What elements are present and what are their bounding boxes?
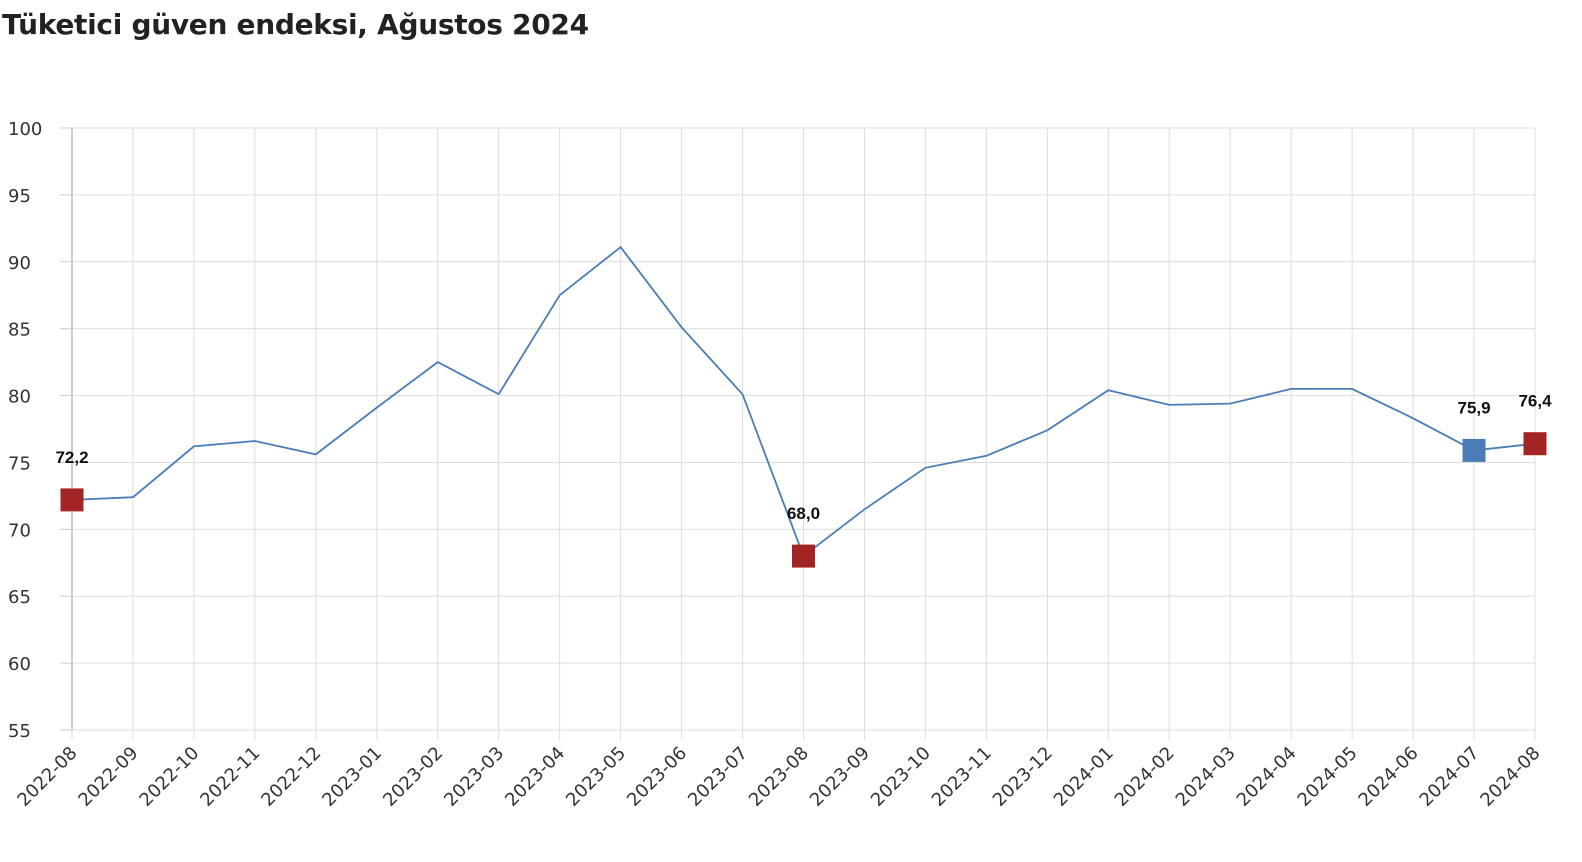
y-tick-label: 100	[8, 119, 42, 140]
x-tick-label: 2023-03	[440, 743, 508, 811]
x-tick-label: 2023-09	[806, 743, 874, 811]
y-tick-label: 60	[8, 654, 31, 675]
y-tick-label: 55	[8, 721, 31, 742]
x-tick-label: 2023-05	[562, 743, 630, 811]
y-axis-ticks: 55 60 65 70 75 80 85 90 95 100	[8, 119, 72, 742]
x-tick-label: 2024-04	[1233, 743, 1301, 811]
x-tick-label: 2022-11	[196, 743, 264, 811]
y-tick-label: 75	[8, 453, 31, 474]
grid-lines	[71, 127, 1536, 740]
x-tick-label: 2023-02	[379, 743, 447, 811]
y-tick-label: 70	[8, 520, 31, 541]
data-point-marker	[1462, 438, 1486, 462]
data-point-marker	[792, 544, 815, 568]
x-tick-label: 2024-02	[1111, 743, 1179, 811]
y-tick-label: 80	[8, 387, 31, 408]
x-tick-label: 2023-10	[867, 743, 935, 811]
x-tick-label: 2024-06	[1355, 743, 1423, 811]
x-tick-label: 2024-05	[1294, 743, 1362, 811]
data-label: 75,9	[1457, 398, 1490, 417]
x-tick-label: 2023-08	[745, 743, 813, 811]
x-tick-label: 2023-07	[684, 743, 752, 811]
data-label: 72,2	[55, 448, 88, 467]
x-axis-ticks: 2022-082022-092022-102022-112022-122023-…	[13, 743, 1544, 811]
data-point-marker	[1523, 432, 1547, 456]
x-tick-label: 2023-12	[989, 743, 1057, 811]
y-tick-label: 65	[8, 587, 31, 608]
y-tick-label: 90	[8, 253, 31, 274]
y-tick-label: 95	[8, 186, 31, 207]
chart-title: Tüketici güven endeksi, Ağustos 2024	[2, 8, 589, 41]
x-tick-label: 2023-01	[318, 743, 386, 811]
x-tick-label: 2024-01	[1050, 743, 1118, 811]
x-tick-label: 2023-11	[928, 743, 996, 811]
x-tick-label: 2024-08	[1476, 743, 1544, 811]
data-point-marker	[60, 488, 84, 512]
x-tick-label: 2022-08	[13, 743, 81, 811]
x-tick-label: 2022-10	[135, 743, 203, 811]
highlight-markers: 72,2 68,0 75,9 76,4	[55, 392, 1552, 568]
x-tick-label: 2022-12	[257, 743, 325, 811]
x-tick-label: 2022-09	[74, 743, 142, 811]
x-tick-label: 2023-06	[623, 743, 691, 811]
x-tick-label: 2024-07	[1416, 743, 1484, 811]
x-tick-label: 2023-04	[501, 743, 569, 811]
y-tick-label: 85	[8, 320, 31, 341]
data-label: 76,4	[1518, 392, 1552, 411]
x-tick-label: 2024-03	[1172, 743, 1240, 811]
data-label: 68,0	[787, 504, 820, 523]
